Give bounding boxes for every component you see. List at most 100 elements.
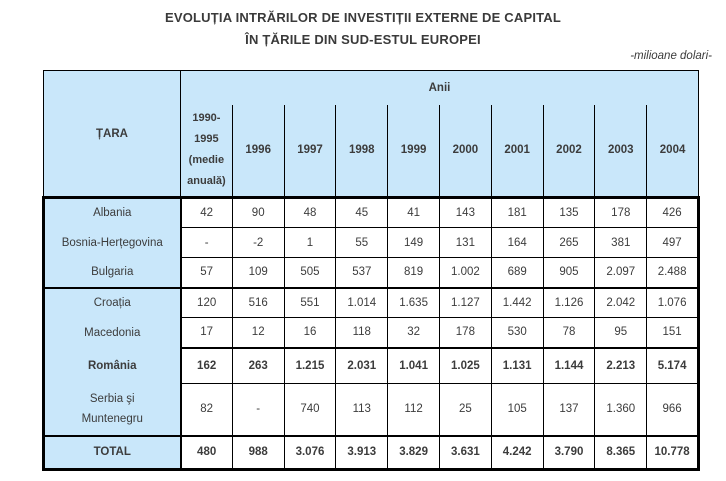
table-row: Bulgaria 57 109 505 537 819 1.002 689 905 2.097 2.… xyxy=(42,257,700,288)
value-cell: 1.360 xyxy=(594,383,648,436)
value-cell: 135 xyxy=(542,196,596,228)
value-cell: 109 xyxy=(231,257,285,288)
value-cell: 2.031 xyxy=(335,346,389,384)
year-column-header: 1999 xyxy=(387,104,440,198)
value-cell: 537 xyxy=(335,257,389,288)
country-cell: România xyxy=(42,347,182,384)
value-cell: 1.076 xyxy=(646,286,700,318)
value-cell: 1 xyxy=(283,227,337,258)
value-cell: 149 xyxy=(387,227,440,258)
value-cell: 5.174 xyxy=(646,346,700,384)
value-cell: 988 xyxy=(231,434,285,471)
value-cell: 1.025 xyxy=(438,346,492,384)
value-cell: 497 xyxy=(646,227,700,258)
country-column-header: ȚARA xyxy=(43,70,181,198)
value-cell: 1.442 xyxy=(490,286,544,318)
value-cell: 113 xyxy=(335,383,389,436)
value-cell: 10.778 xyxy=(646,434,700,471)
group-header-row: ȚARA Anii xyxy=(43,70,699,198)
value-cell: 17 xyxy=(180,317,233,348)
table-row: Bosnia-Herțegovina - -2 1 55 149 131 164 265 381 4… xyxy=(42,227,700,258)
table-row: Croația 120 516 551 1.014 1.635 1.127 1.442 1.12… xyxy=(42,286,700,318)
value-cell: 3.631 xyxy=(438,434,492,471)
value-cell: 48 xyxy=(283,196,337,228)
value-cell: 2.042 xyxy=(594,286,648,318)
investments-table: ȚARA Anii 1990- 1995 (medie anuală) 1996 1… xyxy=(42,70,700,471)
page-title-line-1: EVOLUȚIA INTRĂRILOR DE INVESTIȚII EXTERN… xyxy=(164,10,562,25)
value-cell: 1.635 xyxy=(387,286,440,318)
value-cell: 32 xyxy=(387,317,440,348)
value-cell: -2 xyxy=(231,227,285,258)
table-row: Macedonia 17 12 16 118 32 178 530 78 95 151 xyxy=(42,317,700,348)
value-cell: 164 xyxy=(490,227,544,258)
value-cell: 95 xyxy=(594,317,648,348)
value-cell: 45 xyxy=(335,196,389,228)
year-column-header: 2001 xyxy=(490,104,544,198)
year-column-header: 1997 xyxy=(283,104,337,198)
value-cell: 55 xyxy=(335,227,389,258)
page-title: EVOLUȚIA INTRĂRILOR DE INVESTIȚII EXTERN… xyxy=(0,0,726,51)
value-cell: 16 xyxy=(283,317,337,348)
period-column-header: 1990- 1995 (medie anuală) xyxy=(180,104,233,198)
country-cell: Bulgaria xyxy=(42,257,182,288)
value-cell: 82 xyxy=(180,383,233,436)
value-cell: 112 xyxy=(387,383,440,436)
value-cell: 530 xyxy=(490,317,544,348)
page-title-line-2: ÎN ȚĂRILE DIN SUD-ESTUL EUROPEI xyxy=(245,32,481,47)
year-header-row: 1990- 1995 (medie anuală) 1996 1997 1998 199… xyxy=(44,104,699,198)
table-row: România 162 263 1.215 2.031 1.041 1.025 1.131 1.… xyxy=(42,346,700,384)
value-cell: 42 xyxy=(180,196,233,228)
value-cell: 480 xyxy=(180,434,233,471)
value-cell: - xyxy=(231,383,285,436)
value-cell: 78 xyxy=(542,317,596,348)
value-cell: 819 xyxy=(387,257,440,288)
value-cell: 740 xyxy=(283,383,337,436)
country-cell: TOTAL xyxy=(42,434,182,471)
value-cell: 178 xyxy=(438,317,492,348)
value-cell: 516 xyxy=(231,286,285,318)
value-cell: 105 xyxy=(490,383,544,436)
value-cell: 2.097 xyxy=(594,257,648,288)
country-cell: Serbia şi Muntenegru xyxy=(42,383,182,436)
value-cell: 181 xyxy=(490,196,544,228)
total-row: TOTAL 480 988 3.076 3.913 3.829 3.631 4.242 3.79… xyxy=(42,434,700,471)
value-cell: 966 xyxy=(646,383,700,436)
year-column-header: 2003 xyxy=(594,104,648,198)
value-cell: 3.829 xyxy=(387,434,440,471)
value-cell: 905 xyxy=(542,257,596,288)
value-cell: 3.790 xyxy=(542,434,596,471)
year-column-header: 2000 xyxy=(438,104,492,198)
value-cell: 151 xyxy=(646,317,700,348)
value-cell: 1.127 xyxy=(438,286,492,318)
value-cell: - xyxy=(180,227,233,258)
table-body: Albania 42 90 48 45 41 143 181 135 178 426 Bosnia-H… xyxy=(42,196,700,471)
value-cell: 2.213 xyxy=(594,346,648,384)
value-cell: 1.215 xyxy=(283,346,337,384)
value-cell: 137 xyxy=(542,383,596,436)
value-cell: 143 xyxy=(438,196,492,228)
value-cell: 1.014 xyxy=(335,286,389,318)
value-cell: 90 xyxy=(231,196,285,228)
value-cell: 505 xyxy=(283,257,337,288)
value-cell: 131 xyxy=(438,227,492,258)
value-cell: 1.041 xyxy=(387,346,440,384)
value-cell: 263 xyxy=(231,346,285,384)
value-cell: 689 xyxy=(490,257,544,288)
value-cell: 1.144 xyxy=(542,346,596,384)
value-cell: 3.913 xyxy=(335,434,389,471)
table-row: Serbia şi Muntenegru 82-740 113 112 25 105 137… xyxy=(42,383,700,436)
value-cell: 8.365 xyxy=(594,434,648,471)
value-cell: 4.242 xyxy=(490,434,544,471)
value-cell: 178 xyxy=(594,196,648,228)
year-column-header: 2002 xyxy=(542,104,596,198)
year-column-header: 2004 xyxy=(646,104,699,198)
table-header: ȚARA Anii 1990- 1995 (medie anuală) 1996 1… xyxy=(43,70,699,198)
value-cell: 1.131 xyxy=(490,346,544,384)
value-cell: 25 xyxy=(438,383,492,436)
value-cell: 1.126 xyxy=(542,286,596,318)
value-cell: 381 xyxy=(594,227,648,258)
value-cell: 2.488 xyxy=(646,257,700,288)
country-cell: Croația xyxy=(42,286,182,318)
value-cell: 120 xyxy=(180,286,233,318)
year-column-header: 1996 xyxy=(231,104,285,198)
